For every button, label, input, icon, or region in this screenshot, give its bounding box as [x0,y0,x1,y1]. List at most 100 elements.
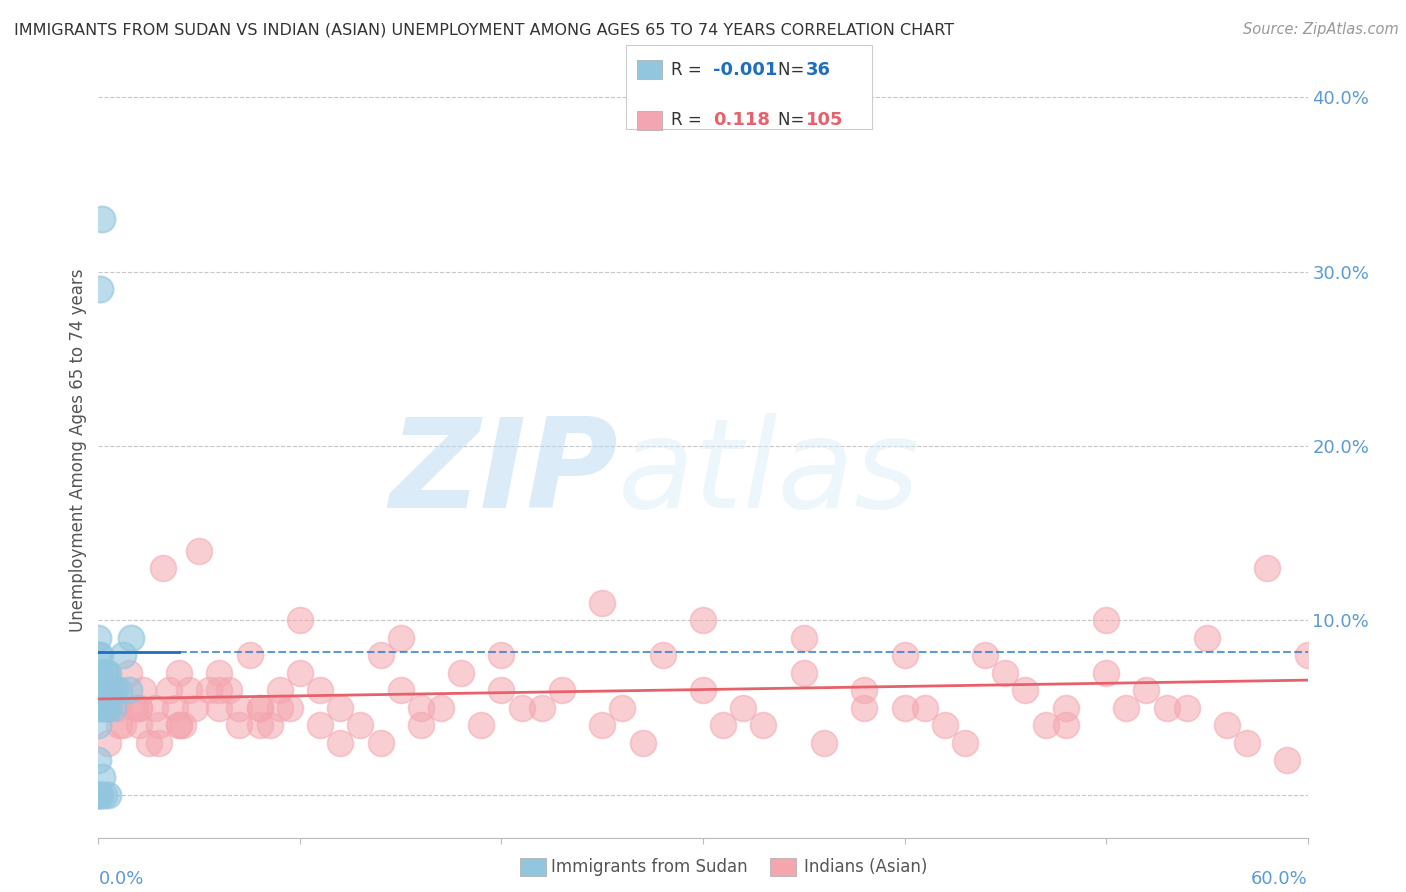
Point [752,718,775,732]
Point [128,718,150,732]
Point [1175,700,1198,714]
Point [89,282,111,296]
Point [101,700,124,714]
Point [87,665,110,680]
Point [470,718,492,732]
Point [409,700,432,714]
Point [89,665,111,680]
Point [793,665,815,680]
Text: N=: N= [778,61,808,78]
Point [510,700,533,714]
Point [128,700,150,714]
Point [93,788,115,802]
Point [551,683,574,698]
Point [96,683,118,698]
Point [953,735,976,749]
Point [530,700,553,714]
Point [87,631,110,645]
Point [612,700,634,714]
Point [329,700,352,714]
Point [91,683,114,698]
Point [138,735,160,749]
Point [124,700,146,714]
Point [118,665,141,680]
Point [198,683,221,698]
Point [249,718,271,732]
Point [91,771,114,785]
Point [87,683,110,698]
Text: ZIP: ZIP [389,413,619,534]
Point [111,718,134,732]
Point [349,718,371,732]
Point [148,735,170,749]
Point [157,683,180,698]
Point [1054,718,1077,732]
Point [1156,700,1178,714]
Point [692,614,714,628]
Point [120,631,142,645]
Text: -0.001: -0.001 [713,61,778,78]
Point [450,665,472,680]
Point [1236,735,1258,749]
Point [111,648,134,663]
Point [228,700,250,714]
Point [1014,683,1036,698]
Text: 36: 36 [806,61,831,78]
Point [389,631,412,645]
Point [591,718,613,732]
Point [103,683,125,698]
Point [813,735,835,749]
Text: Source: ZipAtlas.com: Source: ZipAtlas.com [1243,22,1399,37]
Point [370,735,392,749]
Point [1277,753,1299,767]
Point [87,648,110,663]
Point [152,561,174,575]
Point [167,718,190,732]
Point [208,665,231,680]
Point [208,683,231,698]
Point [184,700,207,714]
Point [288,614,311,628]
Point [934,718,956,732]
Point [1095,665,1118,680]
Point [389,683,412,698]
Point [208,700,231,714]
Point [793,631,815,645]
Point [97,788,120,802]
Text: Immigrants from Sudan: Immigrants from Sudan [551,858,748,876]
Point [733,700,755,714]
Point [269,683,291,698]
Y-axis label: Unemployment Among Ages 65 to 74 years: Unemployment Among Ages 65 to 74 years [69,268,87,632]
Point [1115,700,1137,714]
Point [249,700,271,714]
Point [370,648,392,663]
Point [228,718,250,732]
Point [148,718,170,732]
Point [167,665,190,680]
Point [239,648,262,663]
Point [167,718,190,732]
Point [97,735,120,749]
Text: R =: R = [671,112,707,129]
Point [309,718,332,732]
Point [853,700,876,714]
Point [1296,648,1319,663]
Point [87,788,110,802]
Point [87,683,110,698]
Point [914,700,936,714]
Point [1216,718,1239,732]
Point [103,683,125,698]
Point [278,700,301,714]
Point [309,683,332,698]
Point [288,665,311,680]
Point [91,212,114,227]
Point [89,788,111,802]
Point [128,700,150,714]
Point [692,683,714,698]
Point [1135,683,1157,698]
Text: 0.0%: 0.0% [98,870,143,888]
Point [591,596,613,610]
Text: 0.118: 0.118 [713,112,770,129]
Point [269,700,291,714]
Point [100,683,122,698]
